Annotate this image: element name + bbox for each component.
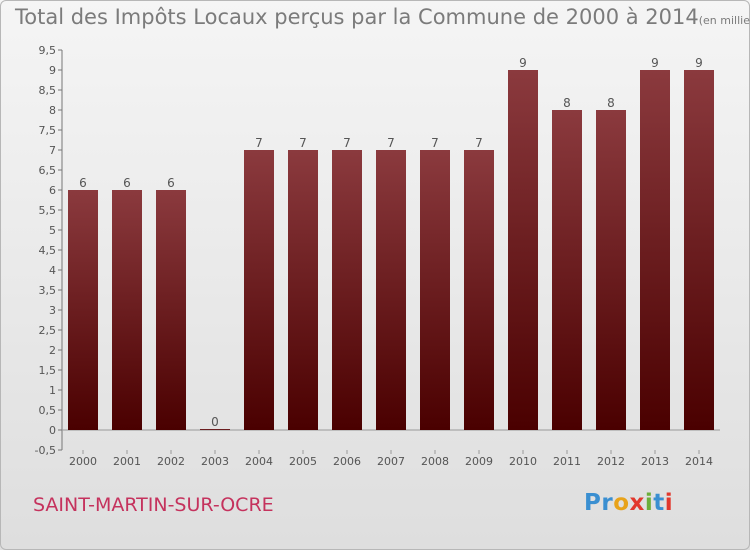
y-tick-label: -0,5: [35, 444, 56, 457]
bar[interactable]: [244, 150, 274, 430]
y-tick-label: 0: [49, 424, 56, 437]
y-tick-label: 4: [49, 264, 56, 277]
data-label: 9: [651, 56, 659, 70]
x-tick-label: 2013: [641, 455, 669, 468]
y-tick-label: 5: [49, 224, 56, 237]
bar[interactable]: [288, 150, 318, 430]
bar[interactable]: [640, 70, 670, 430]
data-label: 6: [123, 176, 131, 190]
data-label: 7: [343, 136, 351, 150]
data-label: 8: [563, 96, 571, 110]
y-tick-label: 0,5: [39, 404, 57, 417]
y-tick-label: 2,5: [39, 324, 57, 337]
chart-title: Total des Impôts Locaux perçus par la Co…: [15, 5, 750, 29]
logo-letter: x: [629, 490, 645, 516]
bar[interactable]: [508, 70, 538, 430]
logo-letter: t: [653, 490, 665, 516]
x-tick-label: 2006: [333, 455, 361, 468]
logo-letter: o: [613, 490, 630, 516]
data-label: 7: [431, 136, 439, 150]
logo-letter: r: [601, 490, 614, 516]
data-label: 7: [255, 136, 263, 150]
bar[interactable]: [552, 110, 582, 430]
logo-letter: i: [644, 490, 654, 516]
y-tick-label: 3,5: [39, 284, 57, 297]
y-tick-label: 7,5: [39, 124, 57, 137]
data-label: 6: [167, 176, 175, 190]
data-label: 7: [475, 136, 483, 150]
y-tick-label: 8: [49, 104, 56, 117]
x-tick-label: 2007: [377, 455, 405, 468]
data-label: 6: [79, 176, 87, 190]
x-tick-label: 2008: [421, 455, 449, 468]
logo-letter: i: [664, 490, 674, 516]
bar[interactable]: [596, 110, 626, 430]
data-label: 9: [695, 56, 703, 70]
y-tick-label: 1,5: [39, 364, 57, 377]
y-tick-label: 5,5: [39, 204, 57, 217]
x-tick-label: 2000: [69, 455, 97, 468]
bar[interactable]: [420, 150, 450, 430]
chart-title-text: Total des Impôts Locaux perçus par la Co…: [15, 5, 699, 29]
x-tick-label: 2011: [553, 455, 581, 468]
proxiti-logo[interactable]: Proxiti: [584, 490, 673, 516]
x-tick-label: 2003: [201, 455, 229, 468]
bar[interactable]: [112, 190, 142, 430]
x-tick-label: 2005: [289, 455, 317, 468]
data-label: 7: [387, 136, 395, 150]
x-tick-label: 2009: [465, 455, 493, 468]
bar[interactable]: [68, 190, 98, 430]
y-tick-label: 6: [49, 184, 56, 197]
y-tick-label: 7: [49, 144, 56, 157]
chart-title-unit: (en milliers d'€): [698, 14, 750, 27]
x-tick-label: 2010: [509, 455, 537, 468]
x-tick-label: 2004: [245, 455, 273, 468]
x-tick-label: 2002: [157, 455, 185, 468]
y-tick-label: 6,5: [39, 164, 57, 177]
x-tick-label: 2012: [597, 455, 625, 468]
data-label: 0: [211, 415, 219, 429]
y-tick-label: 4,5: [39, 244, 57, 257]
data-label: 9: [519, 56, 527, 70]
y-tick-label: 2: [49, 344, 56, 357]
commune-name: SAINT-MARTIN-SUR-OCRE: [33, 494, 274, 516]
y-tick-label: 9,5: [39, 44, 57, 57]
y-tick-label: 3: [49, 304, 56, 317]
bar[interactable]: [684, 70, 714, 430]
y-tick-label: 9: [49, 64, 56, 77]
bar[interactable]: [376, 150, 406, 430]
bar[interactable]: [332, 150, 362, 430]
bar[interactable]: [464, 150, 494, 430]
data-label: 8: [607, 96, 615, 110]
y-tick-label: 1: [49, 384, 56, 397]
bar[interactable]: [200, 429, 230, 430]
x-tick-label: 2001: [113, 455, 141, 468]
logo-letter: P: [584, 490, 602, 516]
y-tick-label: 8,5: [39, 84, 57, 97]
data-label: 7: [299, 136, 307, 150]
bar[interactable]: [156, 190, 186, 430]
x-tick-label: 2014: [685, 455, 713, 468]
